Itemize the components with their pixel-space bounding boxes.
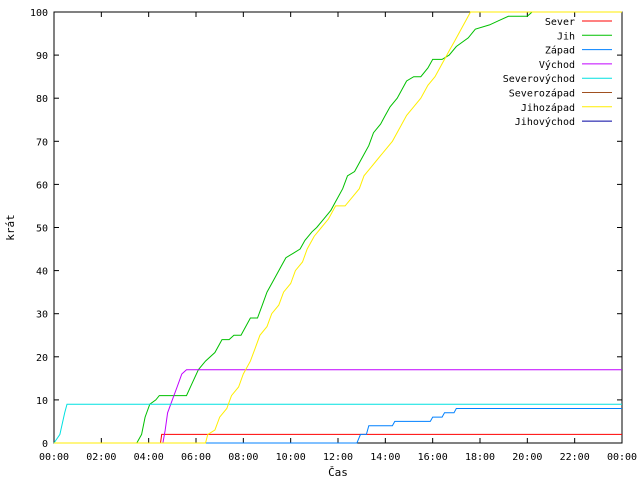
x-axis-label: Čas <box>328 466 348 479</box>
series-layer <box>53 11 622 444</box>
x-tick-label: 10:00 <box>276 452 306 463</box>
x-tick-label: 00:00 <box>607 452 637 463</box>
y-tick-label: 60 <box>36 180 48 191</box>
legend-label: Jihovýchod <box>515 116 575 128</box>
y-tick-label: 0 <box>42 439 48 450</box>
legend-label: Jih <box>557 31 575 42</box>
x-tick-label: 20:00 <box>512 452 542 463</box>
series-line <box>54 408 622 444</box>
x-tick-label: 06:00 <box>181 452 211 463</box>
series-line <box>53 403 622 444</box>
y-axis-label: krát <box>4 214 17 241</box>
series-line <box>54 369 622 444</box>
legend-label: Severovýchod <box>503 73 575 85</box>
series-line <box>54 11 622 444</box>
y-tick-label: 40 <box>36 267 48 278</box>
x-tick-label: 18:00 <box>465 452 495 463</box>
x-tick-label: 22:00 <box>560 452 590 463</box>
x-tick-label: 02:00 <box>86 452 116 463</box>
y-tick-label: 10 <box>36 396 48 407</box>
y-tick-label: 100 <box>30 8 48 19</box>
legend-label: Sever <box>545 17 575 28</box>
x-tick-label: 04:00 <box>134 452 164 463</box>
y-tick-label: 80 <box>36 94 48 105</box>
x-tick-label: 14:00 <box>370 452 400 463</box>
y-tick-label: 20 <box>36 353 48 364</box>
y-tick-label: 90 <box>36 51 48 62</box>
legend-label: Jihozápad <box>521 102 575 114</box>
x-tick-label: 08:00 <box>228 452 258 463</box>
legend-label: Východ <box>539 59 575 71</box>
x-tick-label: 00:00 <box>39 452 69 463</box>
y-tick-label: 70 <box>36 137 48 148</box>
x-tick-label: 12:00 <box>323 452 353 463</box>
y-tick-label: 50 <box>36 224 48 235</box>
series-line <box>54 11 622 444</box>
legend: Sever Jih Západ Východ Severovýchod Severozáp… <box>503 17 612 128</box>
x-tick-label: 16:00 <box>418 452 448 463</box>
y-tick-label: 30 <box>36 310 48 321</box>
legend-label: Západ <box>545 45 575 57</box>
legend-label: Severozápad <box>509 88 575 100</box>
